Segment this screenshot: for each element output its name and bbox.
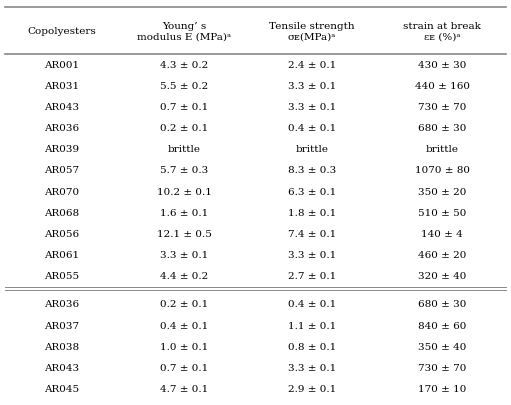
Text: AR038: AR038	[44, 342, 79, 351]
Text: AR031: AR031	[44, 82, 79, 91]
Text: 350 ± 20: 350 ± 20	[418, 187, 466, 196]
Text: 840 ± 60: 840 ± 60	[418, 321, 466, 330]
Text: AR068: AR068	[44, 208, 79, 217]
Text: 680 ± 30: 680 ± 30	[418, 300, 466, 309]
Text: 2.4 ± 0.1: 2.4 ± 0.1	[288, 61, 336, 70]
Text: 140 ± 4: 140 ± 4	[421, 229, 463, 238]
Text: 5.5 ± 0.2: 5.5 ± 0.2	[160, 82, 208, 91]
Text: 5.7 ± 0.3: 5.7 ± 0.3	[160, 166, 208, 175]
Text: AR056: AR056	[44, 229, 79, 238]
Text: 730 ± 70: 730 ± 70	[418, 363, 466, 372]
Text: 0.7 ± 0.1: 0.7 ± 0.1	[160, 363, 208, 372]
Text: 0.4 ± 0.1: 0.4 ± 0.1	[288, 300, 336, 309]
Text: 0.4 ± 0.1: 0.4 ± 0.1	[160, 321, 208, 330]
Text: AR045: AR045	[44, 384, 79, 393]
Text: 0.2 ± 0.1: 0.2 ± 0.1	[160, 300, 208, 309]
Text: AR061: AR061	[44, 250, 79, 259]
Text: 4.7 ± 0.1: 4.7 ± 0.1	[160, 384, 208, 393]
Text: AR070: AR070	[44, 187, 79, 196]
Text: Young’ s
modulus E (MPa)ᵃ: Young’ s modulus E (MPa)ᵃ	[137, 22, 231, 41]
Text: AR057: AR057	[44, 166, 79, 175]
Text: 1.0 ± 0.1: 1.0 ± 0.1	[160, 342, 208, 351]
Text: Copolyesters: Copolyesters	[27, 27, 96, 36]
Text: 3.3 ± 0.1: 3.3 ± 0.1	[288, 250, 336, 259]
Text: 0.2 ± 0.1: 0.2 ± 0.1	[160, 124, 208, 133]
Text: AR001: AR001	[44, 61, 79, 70]
Text: 7.4 ± 0.1: 7.4 ± 0.1	[288, 229, 336, 238]
Text: 2.7 ± 0.1: 2.7 ± 0.1	[288, 271, 336, 280]
Text: 2.9 ± 0.1: 2.9 ± 0.1	[288, 384, 336, 393]
Text: 440 ± 160: 440 ± 160	[414, 82, 470, 91]
Text: AR037: AR037	[44, 321, 79, 330]
Text: 1070 ± 80: 1070 ± 80	[414, 166, 470, 175]
Text: 0.8 ± 0.1: 0.8 ± 0.1	[288, 342, 336, 351]
Text: 12.1 ± 0.5: 12.1 ± 0.5	[156, 229, 212, 238]
Text: Tensile strength
σᴇ(MPa)ᵃ: Tensile strength σᴇ(MPa)ᵃ	[269, 22, 355, 41]
Text: 8.3 ± 0.3: 8.3 ± 0.3	[288, 166, 336, 175]
Text: 3.3 ± 0.1: 3.3 ± 0.1	[160, 250, 208, 259]
Text: brittle: brittle	[295, 145, 328, 154]
Text: 510 ± 50: 510 ± 50	[418, 208, 466, 217]
Text: 4.4 ± 0.2: 4.4 ± 0.2	[160, 271, 208, 280]
Text: 3.3 ± 0.1: 3.3 ± 0.1	[288, 103, 336, 112]
Text: 0.7 ± 0.1: 0.7 ± 0.1	[160, 103, 208, 112]
Text: 6.3 ± 0.1: 6.3 ± 0.1	[288, 187, 336, 196]
Text: 4.3 ± 0.2: 4.3 ± 0.2	[160, 61, 208, 70]
Text: 0.4 ± 0.1: 0.4 ± 0.1	[288, 124, 336, 133]
Text: 730 ± 70: 730 ± 70	[418, 103, 466, 112]
Text: strain at break
εᴇ (%)ᵃ: strain at break εᴇ (%)ᵃ	[403, 22, 481, 41]
Text: AR043: AR043	[44, 103, 79, 112]
Text: 3.3 ± 0.1: 3.3 ± 0.1	[288, 82, 336, 91]
Text: AR036: AR036	[44, 300, 79, 309]
Text: 680 ± 30: 680 ± 30	[418, 124, 466, 133]
Text: 10.2 ± 0.1: 10.2 ± 0.1	[156, 187, 212, 196]
Text: 320 ± 40: 320 ± 40	[418, 271, 466, 280]
Text: AR039: AR039	[44, 145, 79, 154]
Text: 1.6 ± 0.1: 1.6 ± 0.1	[160, 208, 208, 217]
Text: 170 ± 10: 170 ± 10	[418, 384, 466, 393]
Text: 1.8 ± 0.1: 1.8 ± 0.1	[288, 208, 336, 217]
Text: 430 ± 30: 430 ± 30	[418, 61, 466, 70]
Text: brittle: brittle	[426, 145, 458, 154]
Text: 1.1 ± 0.1: 1.1 ± 0.1	[288, 321, 336, 330]
Text: 460 ± 20: 460 ± 20	[418, 250, 466, 259]
Text: AR043: AR043	[44, 363, 79, 372]
Text: AR036: AR036	[44, 124, 79, 133]
Text: AR055: AR055	[44, 271, 79, 280]
Text: brittle: brittle	[168, 145, 200, 154]
Text: 350 ± 40: 350 ± 40	[418, 342, 466, 351]
Text: 3.3 ± 0.1: 3.3 ± 0.1	[288, 363, 336, 372]
